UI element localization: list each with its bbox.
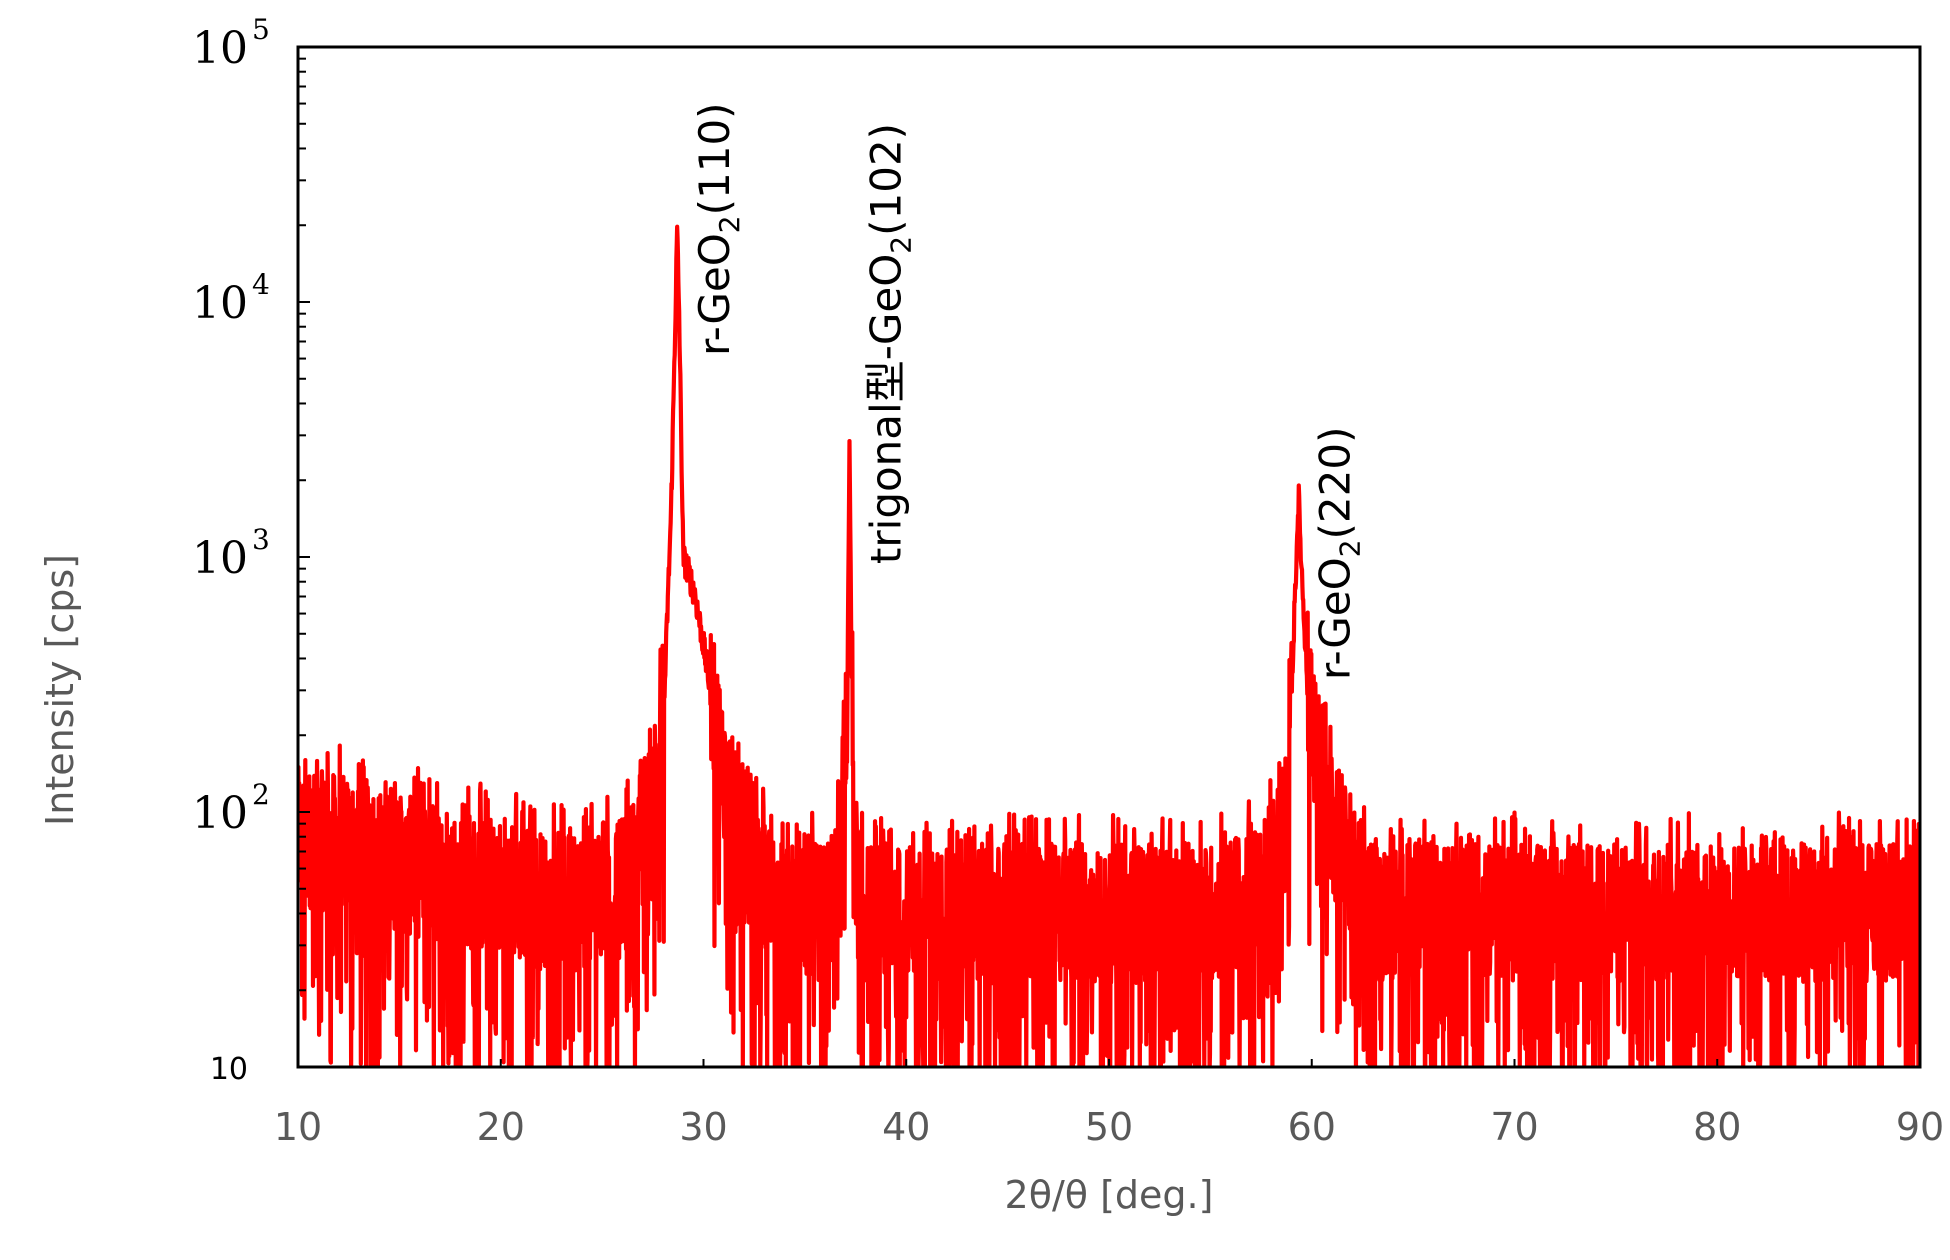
x-tick-label: 20 bbox=[477, 1105, 525, 1149]
x-tick-label: 30 bbox=[679, 1105, 727, 1149]
peak-annotation: r-GeO2(110) bbox=[690, 102, 746, 355]
x-tick-label: 80 bbox=[1693, 1105, 1741, 1149]
x-tick-label: 40 bbox=[882, 1105, 930, 1149]
peak-annotation-label: r-GeO2(110) bbox=[690, 102, 746, 355]
x-tick-label: 60 bbox=[1288, 1105, 1336, 1149]
series-line-xrd bbox=[298, 224, 1920, 1067]
y-tick-label: 10 bbox=[192, 278, 248, 329]
y-tick-label: 10 bbox=[192, 788, 248, 839]
y-tick-label: 10 bbox=[210, 1052, 248, 1087]
y-tick-exponent: 2 bbox=[252, 778, 270, 811]
y-tick-exponent: 3 bbox=[252, 523, 270, 556]
y-axis-title: Intensity [cps] bbox=[38, 554, 82, 826]
peak-annotation: r-GeO2(220) bbox=[1311, 427, 1367, 680]
y-tick-exponent: 5 bbox=[252, 13, 270, 46]
peak-annotations: r-GeO2(110) trigonal型-GeO2(102) r-GeO2(220… bbox=[690, 102, 1366, 680]
x-axis-title: 2θ/θ [deg.] bbox=[1005, 1173, 1214, 1217]
y-tick-exponent: 4 bbox=[252, 268, 270, 301]
peak-annotation-label: r-GeO2(220) bbox=[1311, 427, 1367, 680]
y-tick-label: 10 bbox=[192, 23, 248, 74]
x-tick-label: 90 bbox=[1896, 1105, 1944, 1149]
x-tick-label: 50 bbox=[1085, 1105, 1133, 1149]
peak-annotation: trigonal型-GeO2(102) bbox=[861, 123, 917, 564]
plot-area bbox=[298, 224, 1920, 1067]
x-tick-label: 70 bbox=[1490, 1105, 1538, 1149]
axis-ticks bbox=[297, 57, 1921, 1068]
peak-annotation-label: trigonal型-GeO2(102) bbox=[861, 123, 917, 564]
y-tick-label: 10 bbox=[192, 533, 248, 584]
x-tick-label: 10 bbox=[274, 1105, 322, 1149]
